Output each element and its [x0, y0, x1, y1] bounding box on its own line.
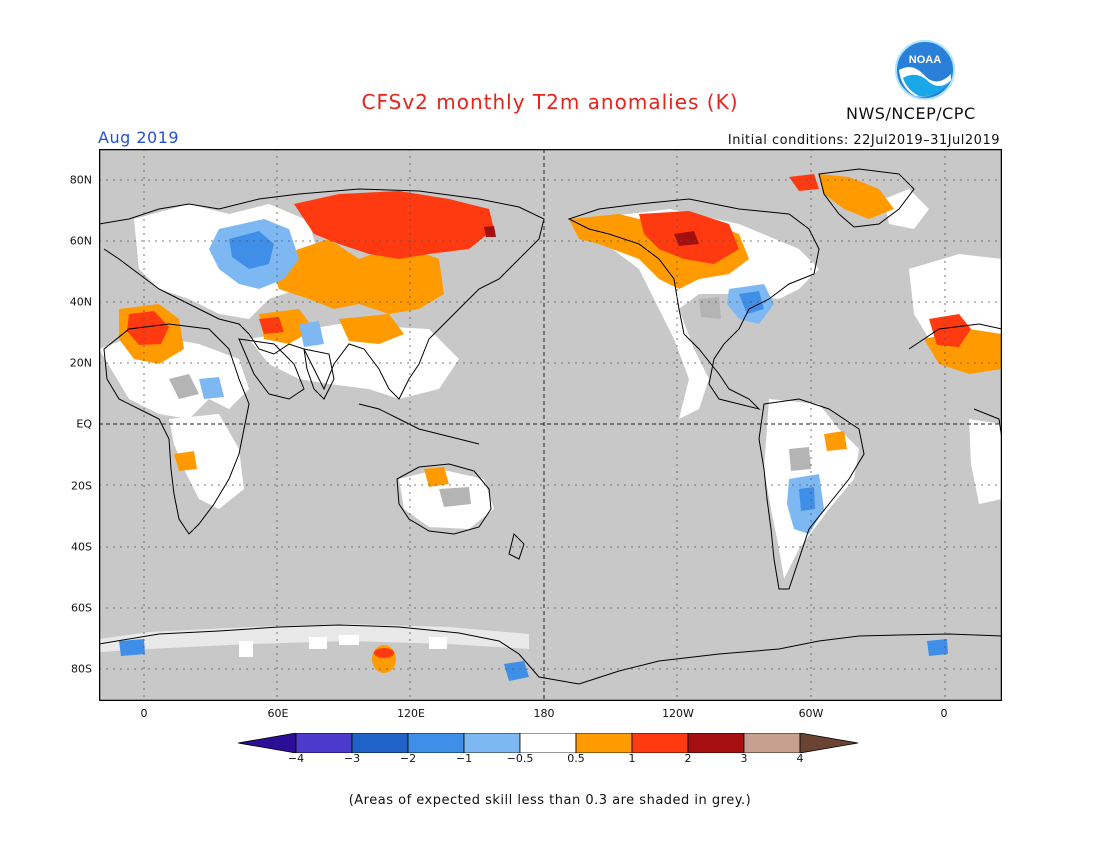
- colorbar-segment: [463, 733, 521, 753]
- lon-label-60e: 60E: [267, 707, 289, 720]
- initial-conditions-label: Initial conditions: 22Jul2019–31Jul2019: [727, 133, 1000, 148]
- lon-label-120w: 120W: [662, 707, 694, 720]
- colorbar-segment: [799, 733, 859, 753]
- world-map: [99, 149, 1002, 701]
- lon-label-60w: 60W: [798, 707, 824, 720]
- colorbar-label: 3: [740, 752, 748, 765]
- colorbar-label: 4: [796, 752, 804, 765]
- colorbar-label: −2: [399, 752, 417, 765]
- lat-label-20s: 20S: [71, 479, 92, 493]
- organization-label: NWS/NCEP/CPC: [846, 104, 976, 123]
- colorbar-label: −0.5: [506, 752, 534, 765]
- colorbar-segment: [407, 733, 465, 753]
- logo-text: NOAA: [909, 54, 941, 66]
- colorbar-label: −1: [455, 752, 473, 765]
- lat-label-40s: 40S: [71, 540, 92, 554]
- grey-land-patches: [169, 297, 811, 507]
- colorbar-label: 2: [684, 752, 692, 765]
- lat-label-80s: 80S: [71, 662, 92, 676]
- colorbar-segment: [743, 733, 801, 753]
- colorbar-label: −3: [343, 752, 361, 765]
- colorbar-segment: [351, 733, 409, 753]
- lat-label-eq: EQ: [76, 417, 92, 431]
- very-warm-anomaly-regions: [484, 226, 699, 246]
- skill-note: (Areas of expected skill less than 0.3 a…: [348, 793, 752, 808]
- lat-label-20n: 20N: [69, 356, 92, 370]
- lat-label-80n: 80N: [69, 173, 92, 187]
- lat-label-60s: 60S: [71, 601, 92, 615]
- coastlines: [99, 168, 1002, 685]
- equator-dateline: [99, 149, 1002, 701]
- lon-label-0: 0: [140, 707, 148, 720]
- colorbar: [238, 733, 859, 753]
- colorbar-segment: [519, 733, 577, 753]
- colorbar-segment: [238, 733, 297, 753]
- colorbar-segment: [687, 733, 745, 753]
- antarctic-patches: [239, 635, 447, 673]
- colorbar-segment: [631, 733, 689, 753]
- map-frame: [99, 149, 1002, 701]
- lon-label-180: 180: [533, 707, 555, 720]
- gridlines: [99, 149, 1002, 701]
- lat-label-60n: 60N: [69, 234, 92, 248]
- colorbar-label: 1: [628, 752, 636, 765]
- colorbar-segment: [295, 733, 353, 753]
- chart-title: CFSv2 monthly T2m anomalies (K): [361, 90, 739, 114]
- lat-label-40n: 40N: [69, 295, 92, 309]
- colorbar-label: 0.5: [567, 752, 585, 765]
- lon-label-0-right: 0: [940, 707, 948, 720]
- lon-label-120e: 120E: [397, 707, 425, 720]
- colorbar-label: −4: [287, 752, 305, 765]
- valid-month-label: Aug 2019: [98, 128, 180, 147]
- noaa-logo: NOAA: [895, 40, 955, 100]
- colorbar-segment: [575, 733, 633, 753]
- moderate-cool-anomaly-regions: [119, 231, 948, 681]
